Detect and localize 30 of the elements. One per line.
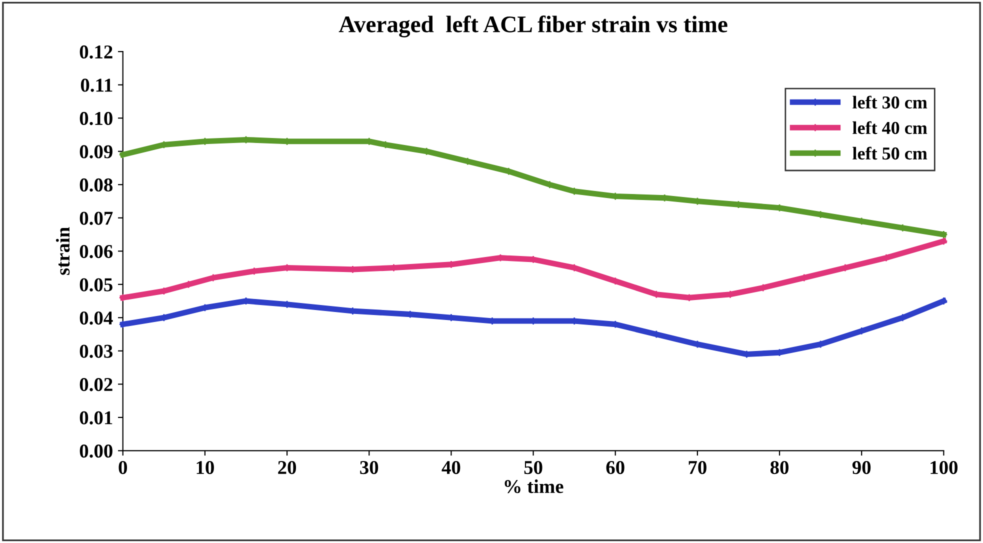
y-tick-label: 0.01 — [80, 411, 112, 424]
x-tick-label: 40 — [442, 460, 460, 474]
x-tick-label: 10 — [196, 460, 214, 474]
y-tick-label: 0.02 — [80, 378, 112, 392]
legend-label: left 40 cm — [852, 121, 928, 134]
x-tick-label: 60 — [606, 460, 624, 474]
y-tick-label: 0.12 — [80, 45, 112, 59]
x-tick-label: 50 — [524, 460, 542, 474]
y-tick-label: 0.05 — [80, 278, 112, 292]
x-tick-label: 90 — [852, 460, 871, 474]
x-tick-label: 80 — [770, 460, 788, 474]
x-tick-label: 30 — [360, 460, 378, 474]
x-tick-label: 100 — [930, 460, 958, 474]
y-tick-label: 0.10 — [80, 112, 112, 126]
x-axis-title: % time — [504, 479, 564, 494]
chart-title: Averaged left ACL fiber strain vs time — [338, 16, 728, 38]
y-tick-label: 0.08 — [80, 178, 113, 192]
y-tick-label: 0.00 — [80, 444, 112, 458]
y-tick-label: 0.06 — [80, 244, 113, 258]
y-tick-label: 0.11 — [80, 78, 112, 92]
legend-label: left 30 cm — [852, 96, 928, 109]
x-tick-label: 20 — [278, 460, 296, 474]
y-tick-label: 0.09 — [80, 145, 112, 158]
y-axis-title: strain — [56, 227, 70, 275]
x-tick-label: 0 — [118, 460, 127, 474]
x-tick-label: 70 — [688, 460, 706, 474]
y-tick-label: 0.07 — [80, 212, 113, 225]
y-tick-label: 0.04 — [80, 311, 113, 325]
y-tick-label: 0.03 — [80, 344, 112, 358]
legend-label: left 50 cm — [852, 146, 928, 160]
